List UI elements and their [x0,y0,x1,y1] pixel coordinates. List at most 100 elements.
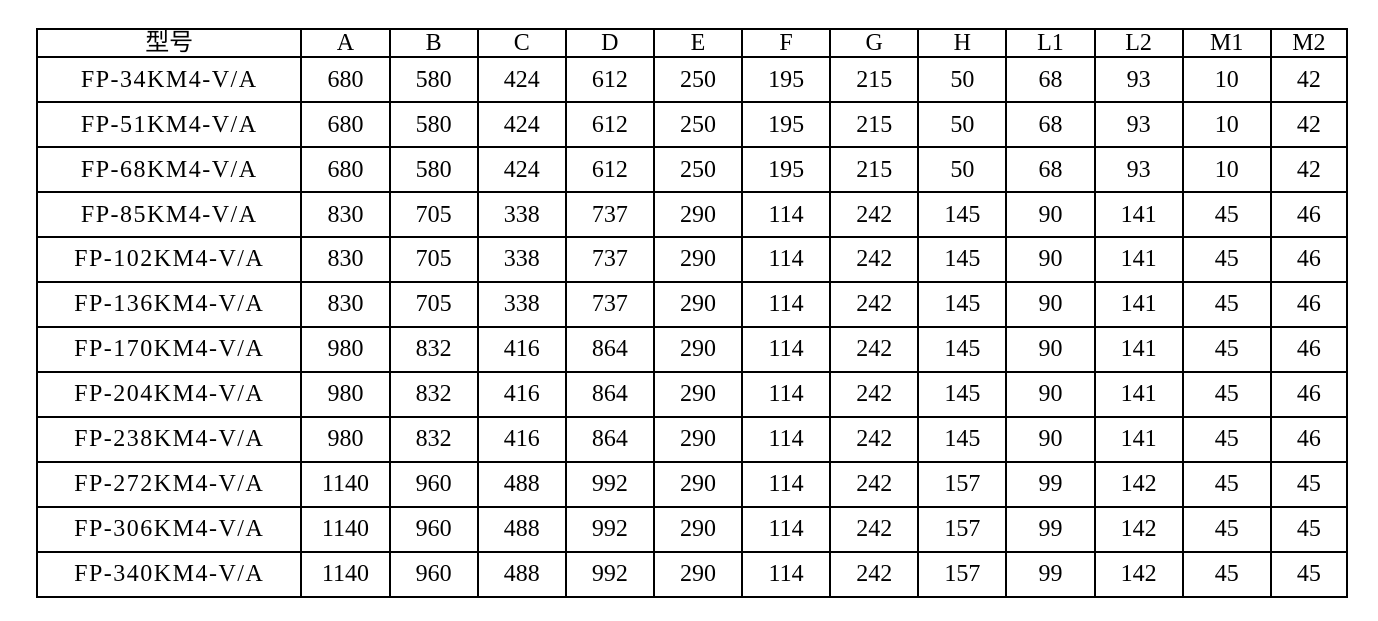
value-cell: 580 [388,56,479,104]
column-header-e: E [652,27,744,59]
value-cell: 42 [1269,101,1349,149]
table-row: FP-85KM4-V/A 830 705 338 737 290 114 242 145 90 14… [35,191,1349,239]
column-header-m1: M1 [1181,27,1272,59]
value-cell: 242 [829,505,920,553]
model-cell: FP-204KM4-V/A [35,371,303,419]
column-header-d: D [564,27,655,59]
value-cell: 864 [564,371,655,419]
table-row: FP-51KM4-V/A 680 580 424 612 250 195 215 50 68 93 1… [35,101,1349,149]
value-cell: 93 [1093,56,1184,104]
value-cell: 114 [741,236,832,284]
value-cell: 145 [917,416,1008,463]
value-cell: 114 [741,460,832,508]
value-cell: 145 [917,326,1008,374]
value-cell: 612 [564,146,655,194]
model-cell: FP-136KM4-V/A [35,281,303,329]
value-cell: 250 [652,56,744,104]
value-cell: 10 [1181,101,1272,149]
value-cell: 46 [1269,326,1349,374]
value-cell: 992 [564,460,655,508]
value-cell: 45 [1181,371,1272,419]
value-cell: 290 [652,326,744,374]
value-cell: 992 [564,550,655,599]
value-cell: 141 [1093,326,1184,374]
value-cell: 145 [917,191,1008,239]
value-cell: 45 [1181,416,1272,463]
value-cell: 46 [1269,371,1349,419]
value-cell: 680 [300,146,391,194]
value-cell: 90 [1005,416,1096,463]
table-row: FP-238KM4-V/A 980 832 416 864 290 114 242 145 90 1… [35,416,1349,463]
column-header-b: B [388,27,479,59]
value-cell: 99 [1005,460,1096,508]
column-header-m2: M2 [1269,27,1349,59]
value-cell: 705 [388,191,479,239]
value-cell: 242 [829,550,920,599]
value-cell: 290 [652,191,744,239]
value-cell: 42 [1269,56,1349,104]
value-cell: 832 [388,371,479,419]
table-row: FP-34KM4-V/A 680 580 424 612 250 195 215 50 68 93 1… [35,56,1349,104]
value-cell: 50 [917,101,1008,149]
value-cell: 290 [652,416,744,463]
value-cell: 114 [741,326,832,374]
value-cell: 50 [917,56,1008,104]
value-cell: 157 [917,550,1008,599]
value-cell: 580 [388,146,479,194]
value-cell: 960 [388,505,479,553]
value-cell: 290 [652,505,744,553]
value-cell: 90 [1005,281,1096,329]
value-cell: 145 [917,281,1008,329]
value-cell: 1140 [300,505,391,553]
value-cell: 10 [1181,56,1272,104]
value-cell: 195 [741,56,832,104]
table-body: FP-34KM4-V/A 680 580 424 612 250 195 215 50 68 93 1… [35,56,1349,599]
value-cell: 46 [1269,191,1349,239]
value-cell: 45 [1181,236,1272,284]
value-cell: 242 [829,236,920,284]
value-cell: 93 [1093,146,1184,194]
value-cell: 99 [1005,550,1096,599]
value-cell: 141 [1093,416,1184,463]
value-cell: 242 [829,326,920,374]
value-cell: 45 [1181,326,1272,374]
table-row: FP-136KM4-V/A 830 705 338 737 290 114 242 145 90 1… [35,281,1349,329]
value-cell: 114 [741,416,832,463]
value-cell: 90 [1005,326,1096,374]
value-cell: 157 [917,460,1008,508]
value-cell: 242 [829,371,920,419]
value-cell: 580 [388,101,479,149]
value-cell: 338 [476,191,567,239]
value-cell: 90 [1005,236,1096,284]
value-cell: 242 [829,460,920,508]
value-cell: 424 [476,101,567,149]
value-cell: 90 [1005,371,1096,419]
value-cell: 46 [1269,416,1349,463]
value-cell: 145 [917,236,1008,284]
value-cell: 960 [388,460,479,508]
column-header-h: H [917,27,1008,59]
value-cell: 195 [741,101,832,149]
value-cell: 680 [300,101,391,149]
model-cell: FP-51KM4-V/A [35,101,303,149]
value-cell: 142 [1093,550,1184,599]
value-cell: 114 [741,371,832,419]
column-header-c: C [476,27,567,59]
value-cell: 1140 [300,550,391,599]
value-cell: 488 [476,505,567,553]
value-cell: 45 [1181,550,1272,599]
value-cell: 195 [741,146,832,194]
value-cell: 68 [1005,56,1096,104]
value-cell: 832 [388,326,479,374]
value-cell: 45 [1269,505,1349,553]
value-cell: 290 [652,236,744,284]
column-header-model: 型号 [35,27,303,59]
column-header-l1: L1 [1005,27,1096,59]
value-cell: 114 [741,281,832,329]
value-cell: 737 [564,191,655,239]
value-cell: 141 [1093,191,1184,239]
value-cell: 416 [476,326,567,374]
value-cell: 290 [652,281,744,329]
value-cell: 612 [564,101,655,149]
